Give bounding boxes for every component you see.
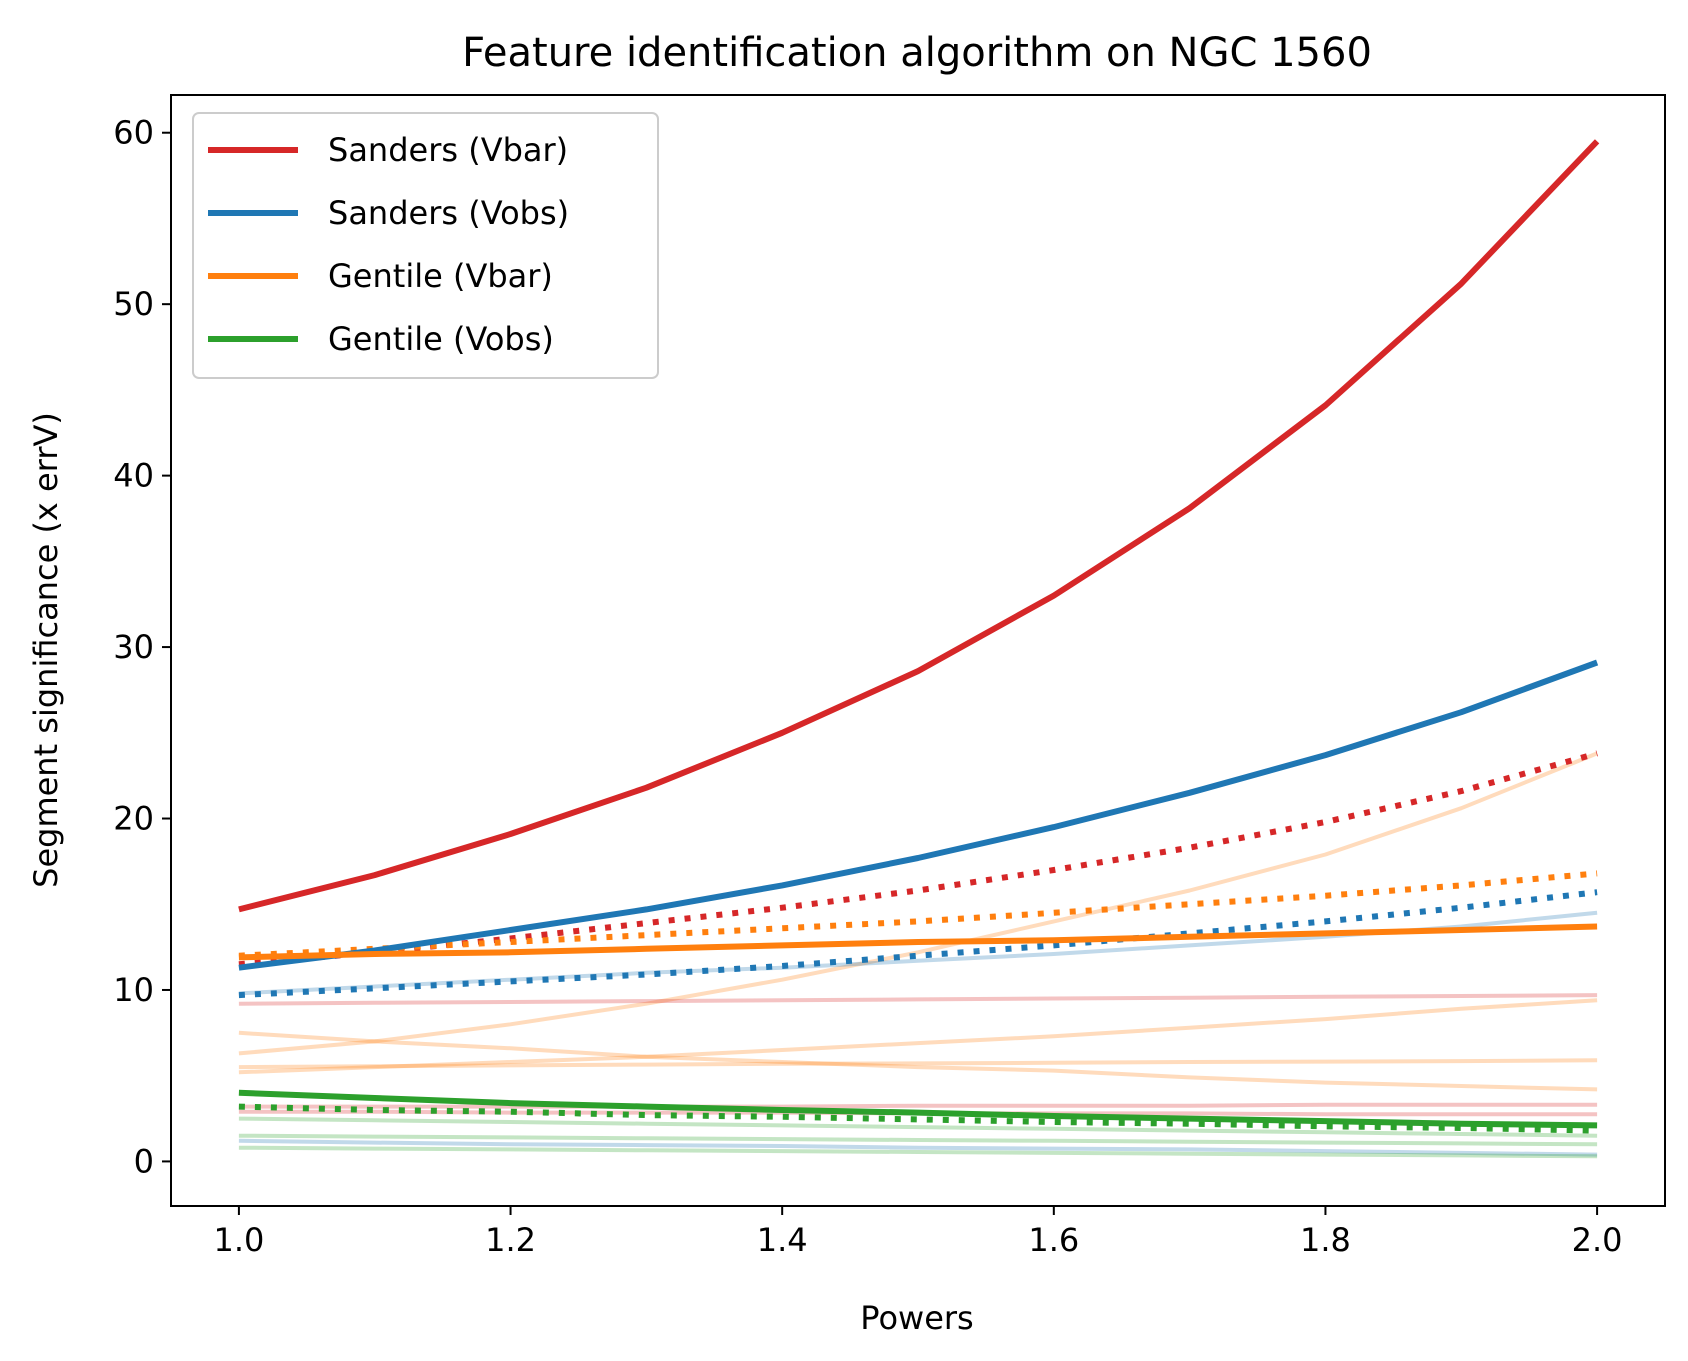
- series-line-gentile-vbar: [238, 923, 1598, 961]
- y-tick-label: 30: [113, 628, 154, 666]
- faint-series-line: [238, 1133, 1598, 1147]
- legend-label: Gentile (Vobs): [328, 320, 554, 358]
- series-line-sanders-vbar: [238, 139, 1600, 913]
- legend-box: [192, 112, 659, 379]
- legend-label: Sanders (Vobs): [328, 194, 569, 232]
- dotted-series-line: [238, 870, 1598, 959]
- x-tick-label: 1.6: [1028, 1221, 1079, 1259]
- legend-label: Gentile (Vbar): [328, 257, 553, 295]
- legend: Sanders (Vbar) Sanders (Vobs) Gentile (Vba…: [192, 112, 659, 379]
- faint-series-line: [238, 1145, 1598, 1159]
- plot-area: [170, 94, 1666, 1207]
- faint-series-line: [238, 1030, 1598, 1092]
- faint-series-line: [238, 998, 1598, 1075]
- y-tick-label: 0: [134, 1142, 154, 1180]
- series-line-sanders-vobs: [238, 659, 1599, 971]
- x-tick-label: 1.4: [757, 1221, 808, 1259]
- series-line-gentile-vobs: [238, 1089, 1598, 1129]
- y-tick-label: 50: [113, 285, 154, 323]
- faint-series-line: [238, 1058, 1598, 1070]
- chart-title: Feature identification algorithm on NGC …: [462, 30, 1372, 76]
- dotted-series-line: [238, 889, 1598, 999]
- y-tick-label: 20: [113, 800, 154, 838]
- x-axis-label: Powers: [860, 1299, 973, 1337]
- axes-frame: [170, 94, 1666, 1207]
- x-tick-label: 1.0: [213, 1221, 264, 1259]
- x-tick-label: 1.8: [1300, 1221, 1351, 1259]
- dotted-series-line: [238, 1103, 1598, 1134]
- y-tick-label: 60: [113, 114, 154, 152]
- x-tick-label: 2.0: [1572, 1221, 1623, 1259]
- faint-series-line: [238, 751, 1598, 1056]
- faint-series-line: [238, 993, 1598, 1006]
- faint-series-line: [238, 1102, 1598, 1109]
- series-layer: [238, 139, 1600, 1159]
- legend-items: Sanders (Vbar) Sanders (Vobs) Gentile (Vba…: [208, 131, 569, 358]
- faint-series-line: [238, 1138, 1598, 1157]
- y-axis-ticks: 0 10 20 30 40 50 60: [113, 114, 171, 1180]
- faint-series-line: [238, 1116, 1598, 1138]
- x-tick-label: 1.2: [485, 1221, 536, 1259]
- x-axis-ticks: 1.0 1.2 1.4 1.6 1.8 2.0: [213, 1206, 1623, 1259]
- y-axis-label: Segment significance (x errV): [27, 412, 65, 888]
- y-tick-label: 40: [113, 457, 154, 495]
- legend-label: Sanders (Vbar): [328, 131, 568, 169]
- y-tick-label: 10: [113, 971, 154, 1009]
